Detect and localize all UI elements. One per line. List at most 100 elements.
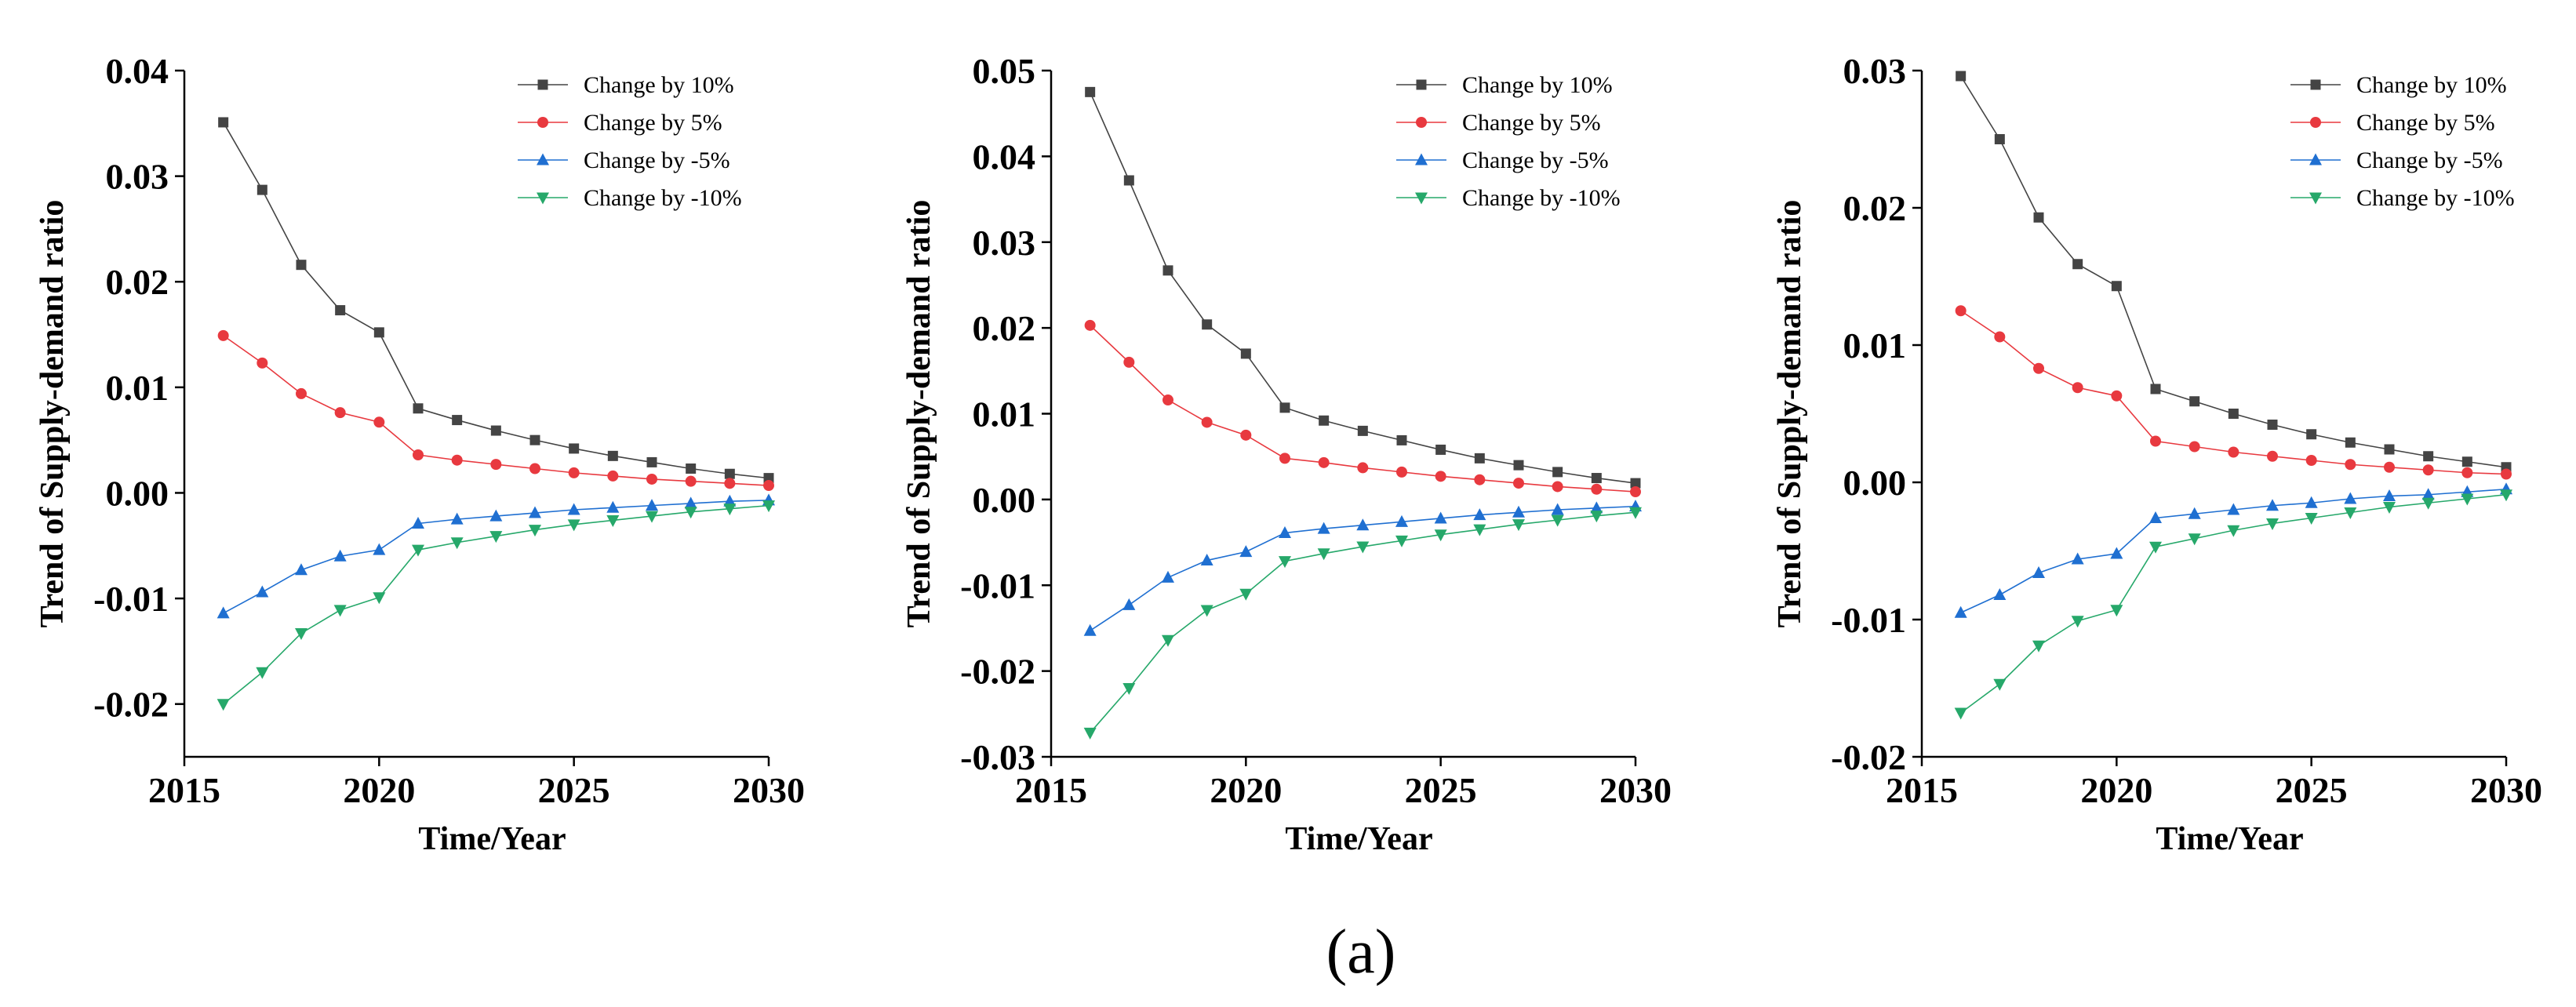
data-point xyxy=(1395,535,1408,547)
data-point xyxy=(2189,441,2200,453)
x-tick-label: 2020 xyxy=(2080,770,2152,810)
data-point xyxy=(724,478,736,489)
data-point xyxy=(1122,598,1136,610)
figure-caption: (a) xyxy=(1326,918,1396,987)
y-tick-label: 0.00 xyxy=(106,473,169,513)
data-point xyxy=(567,519,580,532)
legend-marker xyxy=(537,117,548,128)
data-point xyxy=(2461,467,2473,478)
data-point xyxy=(217,329,229,341)
data-point xyxy=(568,467,580,478)
data-point xyxy=(1083,623,1097,636)
legend-marker xyxy=(2309,192,2322,205)
data-point xyxy=(256,585,269,598)
data-point xyxy=(2227,503,2240,515)
data-point xyxy=(607,470,619,482)
data-point xyxy=(646,499,658,511)
data-point xyxy=(1551,514,1564,527)
data-point xyxy=(1162,634,1174,647)
data-point xyxy=(2422,464,2434,476)
y-axis-title: Trend of Supply-demand ratio xyxy=(1772,200,1808,628)
data-point xyxy=(646,473,657,485)
data-point xyxy=(1085,86,1096,97)
data-point xyxy=(295,563,307,576)
data-point xyxy=(2461,493,2474,506)
data-point xyxy=(529,434,540,445)
y-tick-label: -0.02 xyxy=(93,685,169,725)
data-point xyxy=(1240,429,1252,441)
data-point xyxy=(684,496,697,509)
data-point xyxy=(489,531,503,543)
data-point xyxy=(1994,331,2006,343)
data-point xyxy=(1512,505,1525,518)
data-point xyxy=(2500,489,2512,502)
data-point xyxy=(452,415,463,426)
data-point xyxy=(606,500,620,513)
legend-label: Change by -10% xyxy=(1462,185,1621,211)
data-point xyxy=(2188,507,2201,519)
data-point xyxy=(1319,415,1330,426)
data-point xyxy=(2111,390,2123,402)
data-point xyxy=(2383,502,2396,514)
legend-marker xyxy=(1415,153,1428,165)
data-point xyxy=(490,459,502,471)
data-point xyxy=(1590,501,1603,514)
x-tick-label: 2020 xyxy=(1210,770,1282,810)
data-point xyxy=(723,494,737,507)
x-tick-label: 2030 xyxy=(733,770,805,810)
data-point xyxy=(2305,496,2318,508)
y-tick-label: 0.03 xyxy=(973,223,1036,263)
data-point xyxy=(762,500,775,513)
data-point xyxy=(1435,471,1446,482)
data-point xyxy=(1590,511,1603,523)
data-point xyxy=(1122,683,1136,695)
data-point xyxy=(2033,362,2044,374)
x-tick-label: 2025 xyxy=(1405,770,1477,810)
data-point xyxy=(2188,533,2201,546)
y-tick-label: 0.02 xyxy=(1843,188,1907,228)
y-tick-label: -0.02 xyxy=(960,652,1035,692)
data-point xyxy=(686,464,697,474)
data-point xyxy=(2267,420,2278,430)
data-point xyxy=(2033,212,2044,223)
data-point xyxy=(1993,678,2007,691)
data-point xyxy=(1240,348,1251,359)
data-point xyxy=(569,443,580,454)
data-point xyxy=(2072,382,2083,394)
data-point xyxy=(1083,727,1097,740)
data-point xyxy=(529,506,541,518)
data-point xyxy=(1201,416,1213,428)
data-point xyxy=(2071,616,2084,628)
data-point xyxy=(567,503,580,515)
legend-label: Change by -5% xyxy=(1462,147,1609,173)
x-axis-title: Time/Year xyxy=(418,821,566,857)
data-point xyxy=(257,357,268,369)
chart-panel-1: -0.02 -0.01 0.00 0.01 0.02 0.03 0.04 2015 2020 20… xyxy=(35,51,805,857)
data-point xyxy=(1630,478,1641,489)
data-point xyxy=(1239,588,1253,601)
data-point xyxy=(1591,483,1603,495)
data-point xyxy=(1513,478,1524,489)
data-point xyxy=(684,507,697,519)
data-point xyxy=(2383,489,2396,501)
data-point xyxy=(1162,265,1173,276)
data-point xyxy=(333,549,347,562)
data-point xyxy=(413,403,424,414)
data-point xyxy=(1356,518,1370,531)
legend-marker xyxy=(1416,79,1427,90)
data-point xyxy=(335,305,346,316)
data-point xyxy=(2228,446,2239,458)
y-axis-title: Trend of Supply-demand ratio xyxy=(901,200,937,628)
data-point xyxy=(373,592,386,605)
y-tick-label: 0.02 xyxy=(973,308,1036,348)
data-point xyxy=(1396,466,1407,478)
data-point xyxy=(373,416,385,428)
data-point xyxy=(1552,467,1563,478)
legend-label: Change by 10% xyxy=(1462,72,1613,98)
data-point xyxy=(1474,474,1486,485)
legend-label: Change by 5% xyxy=(584,110,722,136)
data-point xyxy=(1279,402,1290,413)
y-tick-label: 0.01 xyxy=(973,394,1036,434)
legend-label: Change by -5% xyxy=(2356,147,2503,173)
legend-label: Change by -10% xyxy=(2356,185,2515,211)
